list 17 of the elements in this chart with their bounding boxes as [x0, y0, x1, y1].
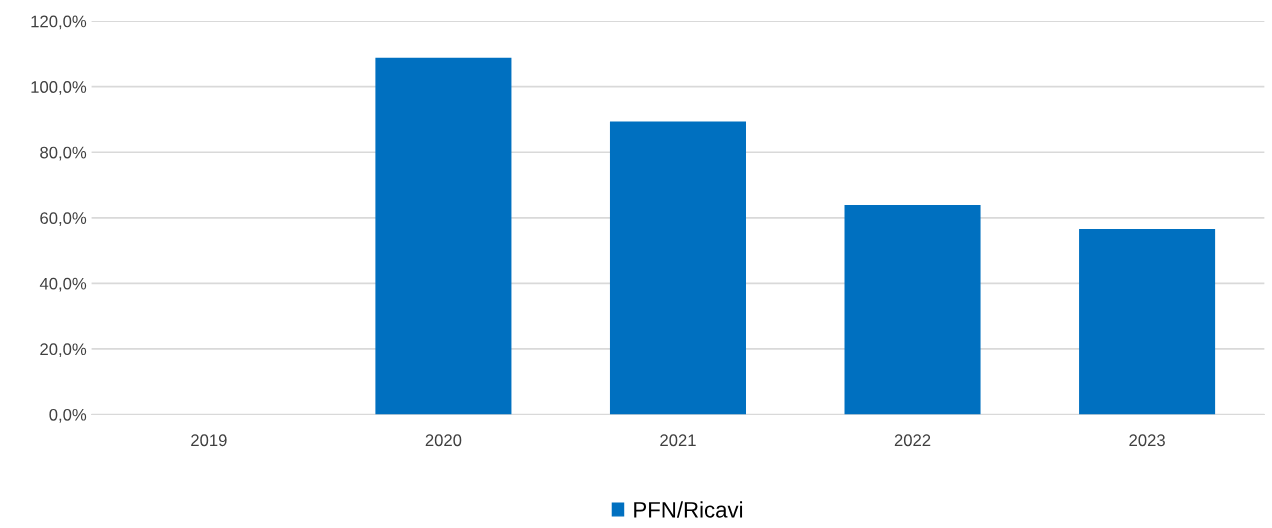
x-tick-label: 2020: [425, 434, 462, 447]
bar: [375, 57, 512, 415]
x-tick-label: 2023: [1129, 434, 1165, 447]
y-tick-label: 80,0%: [40, 146, 87, 161]
y-tick-label: 20,0%: [40, 343, 87, 358]
bar: [609, 121, 746, 415]
legend-label: PFN/Ricavi: [634, 501, 743, 518]
x-tick-label: 2022: [894, 434, 931, 447]
x-tick-label: 2021: [660, 434, 696, 447]
y-tick-label: 40,0%: [39, 277, 87, 292]
y-tick-label: 100,0%: [31, 81, 87, 95]
y-tick-label: 0,0%: [49, 408, 87, 423]
x-tick-label: 2019: [191, 434, 227, 447]
bar: [844, 205, 981, 415]
y-tick-label: 120,0%: [31, 15, 87, 30]
bar: [1079, 228, 1216, 415]
y-tick-label: 60,0%: [40, 212, 87, 226]
